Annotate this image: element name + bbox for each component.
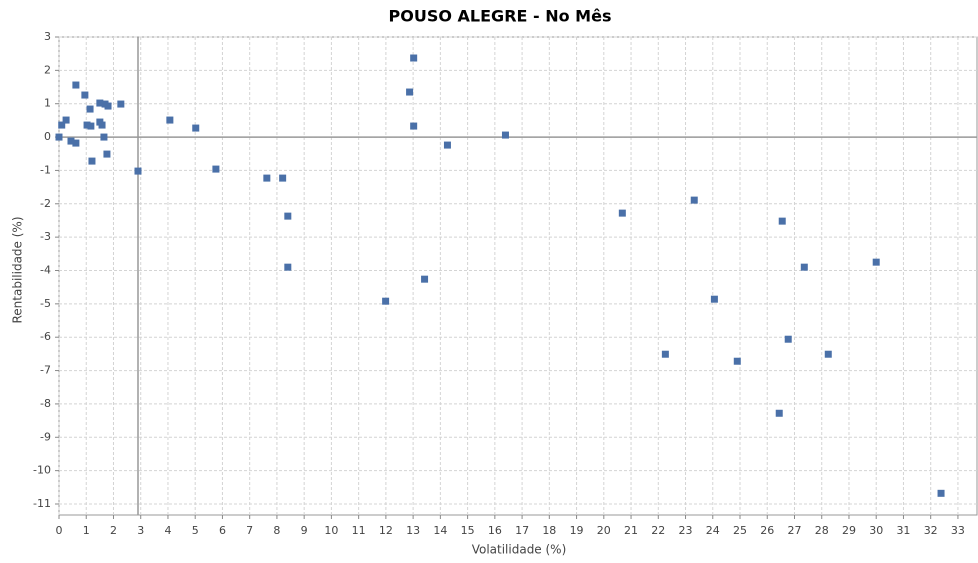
- point: [775, 409, 783, 417]
- y-tick-label: -3: [40, 230, 51, 243]
- point: [117, 100, 125, 108]
- x-tick-label: 20: [597, 524, 611, 537]
- x-tick-label: 29: [842, 524, 856, 537]
- y-tick-label: -1: [40, 163, 51, 176]
- x-axis-label: Volatilidade (%): [472, 543, 567, 557]
- y-tick-label: -2: [40, 197, 51, 210]
- x-tick-label: 30: [869, 524, 883, 537]
- x-tick-label: 26: [760, 524, 774, 537]
- x-tick-label: 7: [246, 524, 253, 537]
- x-tick-label: 27: [787, 524, 801, 537]
- point: [62, 116, 70, 124]
- point: [733, 357, 741, 365]
- x-tick-label: 16: [488, 524, 502, 537]
- point: [690, 196, 698, 204]
- x-tick-label: 18: [542, 524, 556, 537]
- point: [58, 121, 66, 129]
- x-tick-label: 3: [137, 524, 144, 537]
- x-tick-label: 12: [379, 524, 393, 537]
- point: [501, 131, 509, 139]
- point: [618, 209, 626, 217]
- point: [800, 263, 808, 271]
- x-tick-label: 0: [56, 524, 63, 537]
- x-tick-label: 33: [951, 524, 965, 537]
- x-tick-label: 4: [164, 524, 171, 537]
- point: [96, 99, 104, 107]
- y-axis-label: Rentabilidade (%): [11, 216, 25, 323]
- y-tick-label: -9: [40, 430, 51, 443]
- point: [103, 150, 111, 158]
- point: [212, 165, 220, 173]
- point: [104, 102, 112, 110]
- x-tick-label: 5: [192, 524, 199, 537]
- x-tick-label: 19: [570, 524, 584, 537]
- y-tick-label: 2: [44, 63, 51, 76]
- point: [382, 297, 390, 305]
- x-tick-label: 25: [733, 524, 747, 537]
- point: [937, 489, 945, 497]
- point: [872, 258, 880, 266]
- y-tick-label: -5: [40, 297, 51, 310]
- point: [263, 174, 271, 182]
- x-tick-label: 1: [83, 524, 90, 537]
- point: [134, 167, 142, 175]
- point: [778, 217, 786, 225]
- plot-area: [58, 36, 978, 516]
- y-tick-label: -7: [40, 364, 51, 377]
- point: [710, 295, 718, 303]
- y-tick-label: -8: [40, 397, 51, 410]
- point: [86, 105, 94, 113]
- point: [81, 91, 89, 99]
- point: [410, 54, 418, 62]
- point: [824, 350, 832, 358]
- point: [83, 121, 91, 129]
- x-tick-label: 6: [219, 524, 226, 537]
- x-tick-label: 23: [679, 524, 693, 537]
- point: [98, 121, 106, 129]
- point: [55, 133, 63, 141]
- point: [72, 81, 80, 89]
- y-tick-label: 1: [44, 97, 51, 110]
- x-tick-label: 11: [352, 524, 366, 537]
- x-tick-label: 14: [433, 524, 447, 537]
- y-tick-label: -4: [40, 263, 51, 276]
- y-tick-label: -11: [33, 497, 51, 510]
- point: [406, 88, 414, 96]
- x-tick-label: 22: [651, 524, 665, 537]
- point: [421, 275, 429, 283]
- point: [67, 137, 75, 145]
- x-tick-label: 32: [924, 524, 938, 537]
- y-tick-label: 0: [44, 130, 51, 143]
- y-tick-label: -10: [33, 464, 51, 477]
- x-tick-label: 28: [815, 524, 829, 537]
- x-tick-label: 9: [301, 524, 308, 537]
- point: [661, 350, 669, 358]
- point: [284, 212, 292, 220]
- point: [443, 141, 451, 149]
- x-tick-label: 8: [273, 524, 280, 537]
- x-tick-label: 24: [706, 524, 720, 537]
- point: [192, 124, 200, 132]
- x-tick-label: 13: [406, 524, 420, 537]
- point: [88, 157, 96, 165]
- x-tick-label: 21: [624, 524, 638, 537]
- x-tick-label: 31: [896, 524, 910, 537]
- y-tick-label: -6: [40, 330, 51, 343]
- point: [72, 139, 80, 147]
- chart-title: POUSO ALEGRE - No Mês: [389, 7, 612, 26]
- x-tick-label: 10: [324, 524, 338, 537]
- point: [279, 174, 287, 182]
- point: [784, 335, 792, 343]
- x-tick-label: 15: [461, 524, 475, 537]
- x-tick-label: 17: [515, 524, 529, 537]
- point: [87, 122, 95, 130]
- y-tick-label: 3: [44, 30, 51, 43]
- x-tick-label: 2: [110, 524, 117, 537]
- point: [410, 122, 418, 130]
- point: [284, 263, 292, 271]
- point: [166, 116, 174, 124]
- point: [100, 133, 108, 141]
